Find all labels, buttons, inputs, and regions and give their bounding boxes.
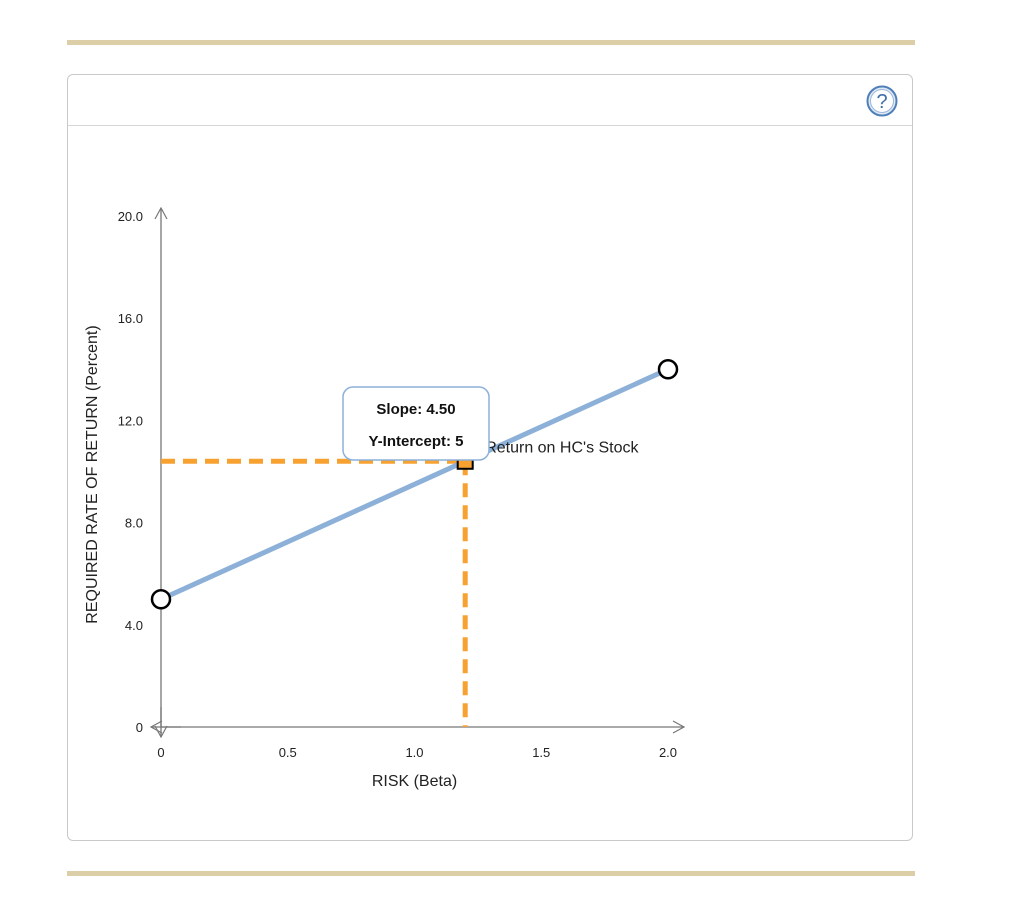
y-tick-label: 8.0: [125, 516, 143, 531]
help-icon: ?: [866, 85, 898, 117]
help-label: ?: [876, 91, 887, 113]
tooltip-intercept: Y-Intercept: 5: [368, 433, 463, 450]
y-tick-label: 4.0: [125, 618, 143, 633]
x-tick-label: 0: [157, 745, 164, 760]
tooltip-slope: Slope: 4.50: [376, 401, 455, 418]
hc-stock-label: Return on HC's Stock: [485, 439, 639, 456]
sml-endpoint: [657, 359, 679, 380]
sml-endpoint: [150, 589, 172, 610]
graph-panel: ?: [67, 74, 913, 841]
x-axis-label: RISK (Beta): [372, 773, 457, 790]
help-button[interactable]: ?: [866, 85, 898, 117]
x-tick-label: 0.5: [279, 745, 297, 760]
y-tick-label: 0: [136, 720, 143, 735]
x-tick-label: 2.0: [659, 745, 677, 760]
tooltip-box: [342, 386, 490, 461]
top-divider: [67, 40, 915, 45]
y-axis-label: REQUIRED RATE OF RETURN (Percent): [84, 325, 101, 623]
x-tick-label: 1.0: [405, 745, 423, 760]
bottom-divider: [67, 871, 915, 876]
y-tick-label: 16.0: [118, 311, 143, 326]
slope-tooltip: Slope: 4.50 Y-Intercept: 5: [342, 386, 490, 461]
panel-header: ?: [68, 75, 912, 126]
sml-line: [158, 366, 671, 602]
y-tick-label: 12.0: [118, 413, 143, 428]
y-tick-label: 20.0: [118, 209, 143, 224]
x-tick-label: 1.5: [532, 745, 550, 760]
